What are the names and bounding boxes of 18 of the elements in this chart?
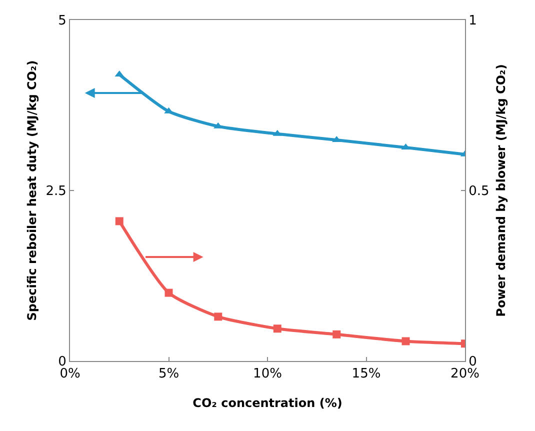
point [273,324,282,333]
point [332,330,341,338]
y2-tick-label: 0.5 [468,184,490,200]
y2-axis-title: Power demand by blower (MJ/kg CO₂) [494,64,508,317]
y-tick-label: 2.5 [46,184,66,200]
point [115,217,124,226]
point [402,337,410,346]
x-tick-label: 10% [253,366,282,382]
x-tick-label: 20% [450,366,480,382]
y2-tick-label: 1 [468,14,477,29]
x-tick-label: 0% [60,366,80,382]
x-axis-title: CO₂ concentration (%) [192,396,342,410]
y-axis-title: Specific reboiler heat duty (MJ/kg CO₂) [25,60,39,321]
point [164,288,173,297]
point [214,312,222,321]
y-tick-label: 5 [58,14,66,29]
x-tick-label: 15% [352,366,381,382]
x-tick-label: 5% [158,366,180,382]
